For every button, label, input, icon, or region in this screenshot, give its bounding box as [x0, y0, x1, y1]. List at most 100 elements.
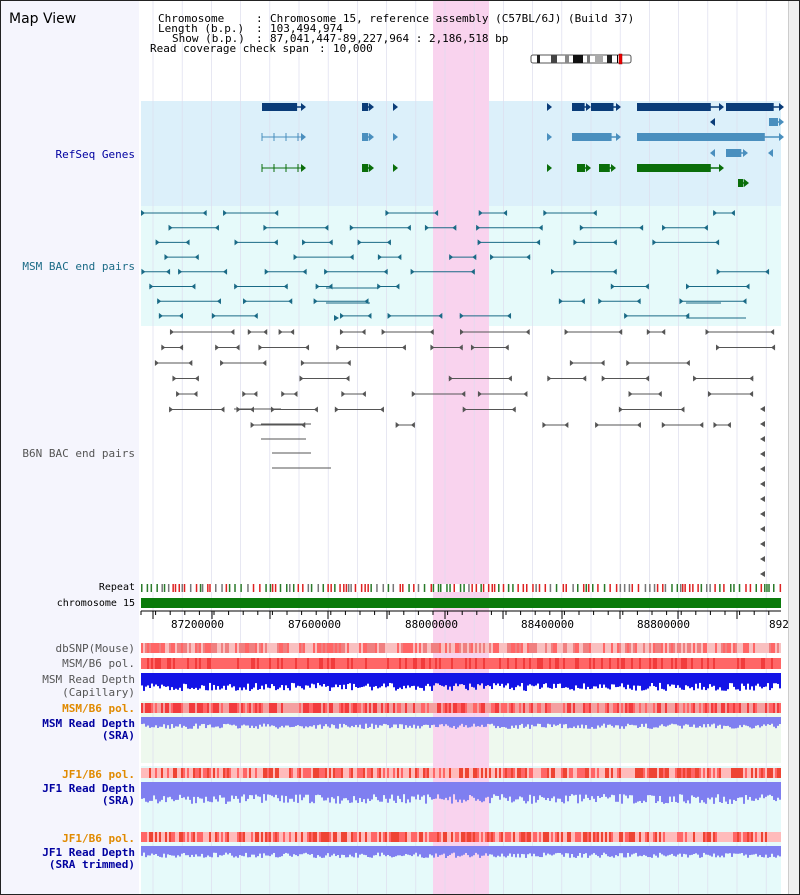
polymorphism-bin [395, 832, 397, 842]
polymorphism-bin [151, 832, 153, 842]
depth-bin [533, 673, 535, 687]
polymorphism-bin [195, 832, 197, 842]
polymorphism-bin [495, 768, 497, 778]
polymorphism-bin [365, 658, 367, 669]
polymorphism-bin [289, 703, 291, 713]
depth-bin [415, 717, 417, 729]
depth-bin [371, 673, 373, 691]
polymorphism-bin [175, 643, 177, 653]
repeat-element [773, 584, 775, 592]
depth-bin [729, 782, 731, 800]
depth-bin [315, 782, 317, 796]
depth-bin [453, 846, 455, 853]
bac-end-marker [274, 210, 279, 216]
depth-bin [177, 717, 179, 727]
depth-bin [631, 782, 633, 796]
bac-end-marker [377, 283, 382, 290]
bac-end-marker [387, 312, 392, 319]
depth-bin [157, 782, 159, 804]
polymorphism-bin [647, 658, 649, 669]
polymorphism-bin [579, 703, 581, 713]
depth-bin [723, 782, 725, 797]
polymorphism-bin [307, 658, 309, 669]
polymorphism-bin [393, 768, 395, 778]
depth-bin [481, 673, 483, 684]
polymorphism-bin [439, 643, 441, 653]
depth-bin [279, 717, 281, 728]
polymorphism-bin [247, 832, 249, 842]
depth-bin [199, 846, 201, 857]
depth-bin [497, 717, 499, 727]
depth-bin [747, 717, 749, 727]
polymorphism-bin [611, 768, 613, 778]
depth-bin [647, 673, 649, 689]
polymorphism-bin [251, 703, 253, 713]
depth-bin [705, 782, 707, 804]
polymorphism-bin [523, 703, 525, 713]
polymorphism-bin [195, 703, 197, 713]
polymorphism-bin [153, 643, 155, 653]
polymorphism-bin [365, 703, 367, 713]
polymorphism-bin [737, 768, 739, 778]
depth-bin [445, 673, 447, 686]
polymorphism-bin [289, 832, 291, 842]
bac-end-marker [290, 329, 295, 335]
polymorphism-bin [655, 768, 657, 778]
depth-bin [595, 717, 597, 729]
polymorphism-bin [179, 768, 181, 778]
polymorphism-bin [169, 768, 171, 778]
bac-end-marker [234, 283, 239, 290]
depth-bin [539, 673, 541, 689]
depth-bin [561, 673, 563, 689]
polymorphism-bin [305, 703, 307, 713]
polymorphism-bin [141, 703, 143, 713]
polymorphism-bin [521, 703, 523, 713]
polymorphism-bin [773, 643, 775, 653]
repeat-element [240, 584, 242, 592]
depth-bin [225, 846, 227, 853]
vertical-scrollbar[interactable] [788, 1, 799, 894]
bac-end-marker [386, 239, 391, 246]
depth-bin [329, 717, 331, 728]
depth-bin [343, 846, 345, 855]
bac-end-marker [449, 254, 454, 261]
gene-arrow [611, 164, 616, 172]
polymorphism-bin [605, 703, 607, 713]
depth-bin [447, 717, 449, 726]
depth-bin [173, 673, 175, 690]
polymorphism-bin [557, 643, 559, 653]
bac-end-marker [193, 391, 198, 397]
depth-bin [561, 846, 563, 855]
polymorphism-bin [313, 832, 315, 842]
polymorphism-bin [189, 768, 191, 778]
depth-bin [709, 846, 711, 856]
polymorphism-bin [261, 703, 263, 713]
bac-end-marker [760, 541, 765, 547]
repeat-element [207, 584, 209, 592]
depth-bin [629, 717, 631, 725]
depth-bin [293, 782, 295, 802]
polymorphism-bin [629, 658, 631, 669]
depth-bin [435, 782, 437, 799]
polymorphism-bin [649, 768, 651, 778]
polymorphism-bin [411, 832, 413, 842]
polymorphism-bin [223, 658, 225, 669]
polymorphism-bin [173, 768, 175, 778]
depth-bin [265, 673, 267, 685]
bac-end-marker [223, 268, 228, 275]
depth-bin [759, 846, 761, 856]
polymorphism-bin [341, 768, 343, 778]
polymorphism-bin [621, 832, 623, 842]
polymorphism-bin [563, 768, 565, 778]
polymorphism-bin [645, 703, 647, 713]
polymorphism-bin [335, 768, 337, 778]
bac-end-marker [410, 422, 415, 428]
repeat-element [201, 584, 204, 592]
depth-bin [725, 846, 727, 854]
depth-bin [775, 846, 777, 858]
chromosome-ideogram[interactable] [529, 53, 635, 67]
bac-end-marker [507, 375, 512, 382]
depth-bin [371, 782, 373, 800]
polymorphism-bin [335, 832, 337, 842]
